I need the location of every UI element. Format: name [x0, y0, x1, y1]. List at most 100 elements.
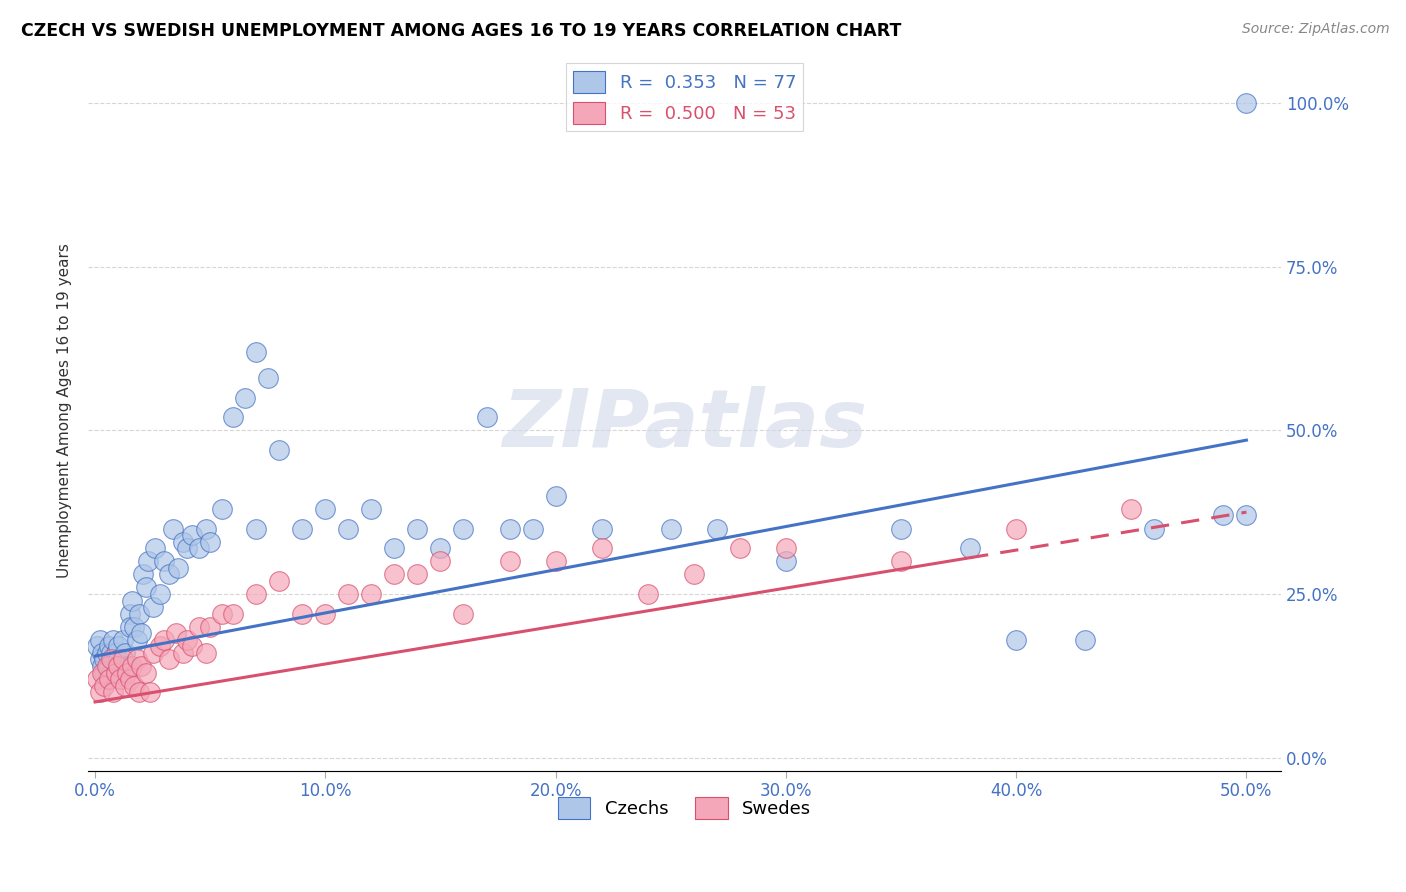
Text: Source: ZipAtlas.com: Source: ZipAtlas.com	[1241, 22, 1389, 37]
Point	[222, 607, 245, 621]
Point	[475, 410, 498, 425]
Point	[104, 646, 127, 660]
Point	[111, 652, 134, 666]
Point	[1121, 501, 1143, 516]
Text: CZECH VS SWEDISH UNEMPLOYMENT AMONG AGES 16 TO 19 YEARS CORRELATION CHART: CZECH VS SWEDISH UNEMPLOYMENT AMONG AGES…	[21, 22, 901, 40]
Point	[291, 607, 314, 621]
Point	[637, 587, 659, 601]
Point	[222, 410, 245, 425]
Point	[314, 607, 336, 621]
Point	[148, 587, 170, 601]
Point	[775, 554, 797, 568]
Point	[96, 646, 118, 660]
Point	[256, 371, 278, 385]
Point	[176, 541, 198, 556]
Point	[153, 554, 176, 568]
Point	[498, 521, 520, 535]
Point	[682, 567, 704, 582]
Point	[104, 659, 127, 673]
Point	[89, 652, 111, 666]
Point	[337, 521, 360, 535]
Point	[890, 521, 912, 535]
Point	[337, 587, 360, 601]
Point	[142, 600, 165, 615]
Point	[1005, 632, 1028, 647]
Point	[129, 659, 152, 673]
Point	[172, 646, 194, 660]
Point	[91, 646, 114, 660]
Point	[544, 489, 567, 503]
Point	[91, 665, 114, 680]
Point	[93, 665, 115, 680]
Point	[314, 501, 336, 516]
Point	[429, 554, 451, 568]
Point	[165, 626, 187, 640]
Point	[135, 581, 157, 595]
Point	[498, 554, 520, 568]
Point	[118, 672, 141, 686]
Point	[96, 659, 118, 673]
Point	[128, 607, 150, 621]
Point	[194, 521, 217, 535]
Point	[148, 640, 170, 654]
Point	[187, 541, 209, 556]
Point	[157, 567, 180, 582]
Point	[100, 646, 122, 660]
Point	[125, 632, 148, 647]
Point	[103, 685, 125, 699]
Point	[360, 501, 382, 516]
Point	[110, 659, 132, 673]
Point	[153, 632, 176, 647]
Point	[1234, 96, 1257, 111]
Point	[176, 632, 198, 647]
Point	[211, 501, 233, 516]
Point	[406, 521, 429, 535]
Point	[706, 521, 728, 535]
Point	[1074, 632, 1097, 647]
Point	[157, 652, 180, 666]
Point	[198, 620, 221, 634]
Point	[122, 679, 145, 693]
Point	[384, 567, 406, 582]
Point	[1234, 508, 1257, 523]
Point	[96, 672, 118, 686]
Point	[360, 587, 382, 601]
Point	[135, 665, 157, 680]
Point	[125, 652, 148, 666]
Point	[86, 640, 108, 654]
Point	[384, 541, 406, 556]
Point	[180, 528, 202, 542]
Point	[269, 574, 291, 588]
Point	[114, 646, 136, 660]
Point	[591, 521, 613, 535]
Point	[91, 659, 114, 673]
Point	[233, 391, 256, 405]
Point	[139, 685, 162, 699]
Point	[104, 665, 127, 680]
Point	[103, 632, 125, 647]
Point	[453, 607, 475, 621]
Point	[522, 521, 544, 535]
Point	[187, 620, 209, 634]
Point	[100, 665, 122, 680]
Point	[107, 659, 129, 673]
Point	[100, 652, 122, 666]
Point	[118, 620, 141, 634]
Point	[172, 534, 194, 549]
Point	[97, 640, 120, 654]
Point	[93, 679, 115, 693]
Point	[121, 593, 143, 607]
Point	[659, 521, 682, 535]
Point	[1143, 521, 1166, 535]
Point	[86, 672, 108, 686]
Point	[107, 652, 129, 666]
Point	[453, 521, 475, 535]
Point	[245, 344, 267, 359]
Point	[245, 587, 267, 601]
Point	[211, 607, 233, 621]
Point	[93, 652, 115, 666]
Point	[111, 632, 134, 647]
Point	[198, 534, 221, 549]
Point	[117, 665, 139, 680]
Point	[429, 541, 451, 556]
